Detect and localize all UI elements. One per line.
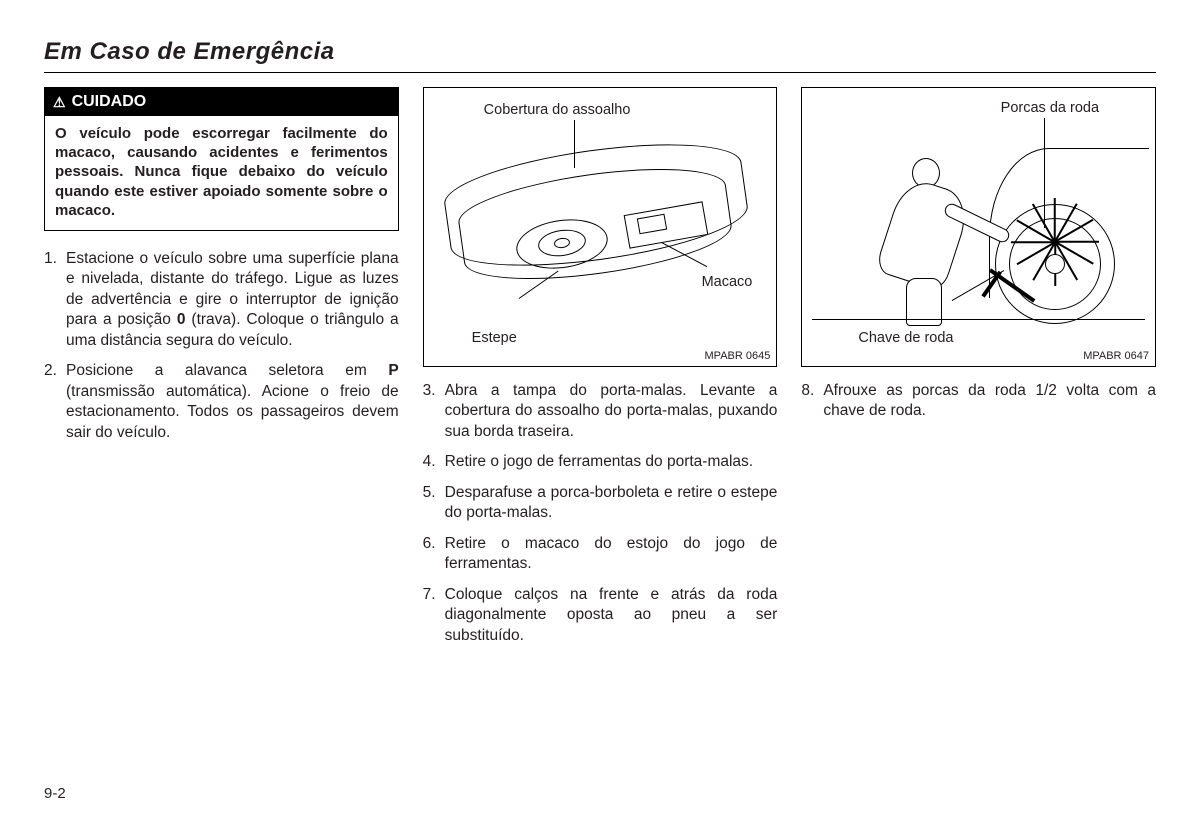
page-title: Em Caso de Emergência	[44, 38, 1156, 66]
step-2-bold: P	[388, 362, 398, 379]
label-wrench: Chave de roda	[858, 330, 953, 346]
step-7: Coloque calços na frente e atrás da roda…	[423, 585, 778, 646]
steps-list-1: Estacione o veículo sobre uma superfície…	[44, 249, 399, 443]
step-2-pre: Posicione a alavanca seletora em	[66, 362, 388, 379]
warning-triangle-icon: ⚠	[53, 95, 66, 109]
ground-line	[812, 319, 1145, 320]
column-2: Cobertura do assoalho Macaco Estepe	[423, 87, 778, 656]
step-2: Posicione a alavanca seletora em P (tran…	[44, 361, 399, 443]
label-spare: Estepe	[472, 330, 517, 346]
step-2-post: (transmissão automática). Acione o freio…	[66, 383, 399, 441]
step-6: Retire o macaco do estojo do jogo de fer…	[423, 534, 778, 575]
column-3: Porcas da roda Chave de roda	[801, 87, 1156, 656]
wheel-hub	[1045, 254, 1065, 274]
step-1: Estacione o veículo sobre uma superfície…	[44, 249, 399, 351]
steps-list-2: Abra a tampa do porta-malas. Levante a c…	[423, 381, 778, 646]
figure-wheel-change: Porcas da roda Chave de roda	[801, 87, 1156, 367]
step-4: Retire o jogo de ferramentas do porta-ma…	[423, 452, 778, 472]
figure-trunk: Cobertura do assoalho Macaco Estepe	[423, 87, 778, 367]
step-3: Abra a tampa do porta-malas. Levante a c…	[423, 381, 778, 442]
label-lug-nuts: Porcas da roda	[1001, 100, 1099, 116]
figure-2-code: MPABR 0647	[1083, 350, 1149, 362]
warning-heading-text: CUIDADO	[72, 93, 147, 111]
step-5: Desparafuse a porca-borboleta e retire o…	[423, 483, 778, 524]
warning-body: O veículo pode escorregar facilmente do …	[45, 116, 398, 230]
page-number: 9-2	[44, 785, 66, 802]
step-8: Afrouxe as porcas da roda 1/2 volta com …	[801, 381, 1156, 422]
warning-heading: ⚠ CUIDADO	[45, 88, 398, 116]
label-floor-cover: Cobertura do assoalho	[484, 102, 631, 118]
steps-list-3: Afrouxe as porcas da roda 1/2 volta com …	[801, 381, 1156, 422]
content-columns: ⚠ CUIDADO O veículo pode escorregar faci…	[44, 87, 1156, 656]
person-body-icon	[875, 175, 974, 292]
column-1: ⚠ CUIDADO O veículo pode escorregar faci…	[44, 87, 399, 656]
warning-box: ⚠ CUIDADO O veículo pode escorregar faci…	[44, 87, 399, 231]
trunk-outline	[446, 130, 746, 310]
title-rule	[44, 72, 1156, 73]
figure-1-code: MPABR 0645	[705, 350, 771, 362]
